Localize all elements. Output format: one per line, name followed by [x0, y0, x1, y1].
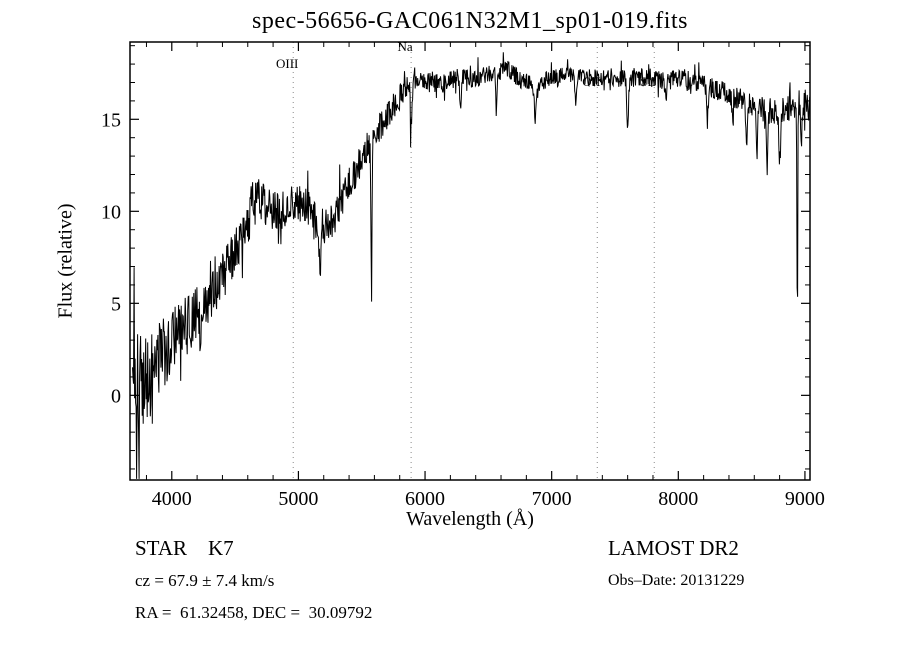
y-tick-label: 15	[101, 109, 121, 131]
x-tick-label: 6000	[405, 488, 445, 510]
x-tick-label: 7000	[532, 488, 572, 510]
chart-title: spec-56656-GAC061N32M1_sp01-019.fits	[252, 8, 688, 34]
radial-velocity: cz = 67.9 ± 7.4 km/s	[135, 571, 275, 590]
star-classification: STAR K7	[135, 536, 234, 560]
y-tick-label: 10	[101, 201, 121, 223]
observation-date: Obs–Date: 20131229	[608, 572, 745, 589]
spectral-line-label: OIII	[276, 56, 298, 71]
y-axis-label: Flux (relative)	[54, 203, 77, 319]
x-tick-label: 9000	[785, 488, 825, 510]
spectral-line-label: Na	[398, 39, 413, 54]
x-tick-label: 8000	[658, 488, 698, 510]
y-tick-label: 0	[111, 385, 121, 407]
x-tick-label: 4000	[152, 488, 192, 510]
spectrum-trace	[132, 52, 811, 479]
y-tick-label: 5	[111, 293, 121, 315]
plot-frame	[129, 41, 811, 481]
coordinates: RA = 61.32458, DEC = 30.09792	[135, 603, 373, 622]
survey-name: LAMOST DR2	[608, 536, 739, 560]
x-axis-label: Wavelength (Å)	[406, 508, 534, 530]
x-tick-label: 5000	[278, 488, 318, 510]
